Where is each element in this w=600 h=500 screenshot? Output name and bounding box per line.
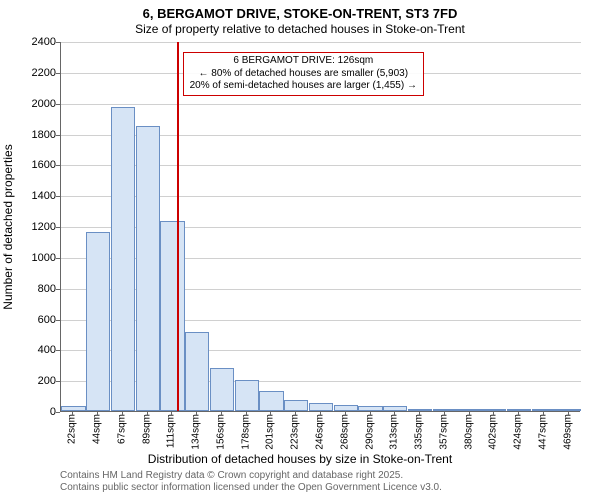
x-tick-mark: [419, 412, 420, 416]
x-tick-mark: [518, 412, 519, 416]
y-tick-label: 1600: [6, 159, 56, 171]
annotation-line2: ← 80% of detached houses are smaller (5,…: [190, 68, 417, 81]
x-tick-mark: [568, 412, 569, 416]
y-tick-label: 600: [6, 314, 56, 326]
y-tick-label: 1800: [6, 129, 56, 141]
x-tick-mark: [72, 412, 73, 416]
histogram-bar: [507, 409, 531, 411]
histogram-bar: [185, 332, 209, 411]
y-tick-label: 0: [6, 406, 56, 418]
y-tick-label: 1000: [6, 252, 56, 264]
x-tick-mark: [295, 412, 296, 416]
x-tick-label: 424sqm: [513, 414, 524, 450]
x-tick-mark: [493, 412, 494, 416]
histogram-bar: [86, 232, 110, 411]
y-tick-label: 1400: [6, 190, 56, 202]
reference-line: [177, 42, 179, 411]
chart-container: 6, BERGAMOT DRIVE, STOKE-ON-TRENT, ST3 7…: [0, 0, 600, 500]
footer-line2: Contains public sector information licen…: [60, 482, 442, 494]
histogram-bar: [358, 406, 382, 411]
x-tick-mark: [444, 412, 445, 416]
y-tick-label: 400: [6, 344, 56, 356]
histogram-bar: [433, 409, 457, 411]
histogram-bar: [383, 406, 407, 411]
x-tick-label: 469sqm: [562, 414, 573, 450]
x-tick-label: 111sqm: [166, 414, 177, 448]
x-tick-label: 223sqm: [290, 414, 301, 450]
x-tick-mark: [370, 412, 371, 416]
histogram-bar: [334, 405, 358, 411]
x-tick-label: 357sqm: [438, 414, 449, 450]
x-tick-label: 268sqm: [339, 414, 350, 450]
y-tick-label: 2400: [6, 36, 56, 48]
x-tick-mark: [345, 412, 346, 416]
x-tick-mark: [469, 412, 470, 416]
x-tick-label: 335sqm: [414, 414, 425, 450]
x-axis-label: Distribution of detached houses by size …: [0, 452, 600, 466]
histogram-bar: [284, 400, 308, 411]
y-tick-label: 2000: [6, 98, 56, 110]
x-tick-mark: [246, 412, 247, 416]
y-tick-label: 800: [6, 283, 56, 295]
x-tick-label: 22sqm: [67, 414, 78, 444]
histogram-bar: [532, 409, 556, 411]
histogram-bar: [556, 409, 580, 411]
y-tick-label: 1200: [6, 221, 56, 233]
x-tick-label: 156sqm: [215, 414, 226, 450]
histogram-bar: [309, 403, 333, 411]
x-tick-label: 89sqm: [141, 414, 152, 444]
gridline: [61, 42, 581, 43]
x-tick-mark: [171, 412, 172, 416]
x-tick-mark: [221, 412, 222, 416]
histogram-bar: [160, 221, 184, 411]
histogram-bar: [235, 380, 259, 411]
annotation-line1: 6 BERGAMOT DRIVE: 126sqm: [190, 55, 417, 68]
histogram-bar: [61, 406, 85, 411]
x-tick-label: 447sqm: [537, 414, 548, 450]
histogram-bar: [210, 368, 234, 411]
x-tick-label: 67sqm: [116, 414, 127, 444]
histogram-bar: [259, 391, 283, 411]
x-tick-label: 134sqm: [191, 414, 202, 450]
annotation-box: 6 BERGAMOT DRIVE: 126sqm ← 80% of detach…: [183, 52, 424, 96]
histogram-bar: [408, 409, 432, 411]
x-tick-label: 290sqm: [364, 414, 375, 450]
y-tick-label: 200: [6, 375, 56, 387]
x-tick-mark: [122, 412, 123, 416]
footer-line1: Contains HM Land Registry data © Crown c…: [60, 470, 442, 482]
y-tick-mark: [56, 412, 60, 413]
x-tick-label: 313sqm: [389, 414, 400, 450]
x-tick-label: 201sqm: [265, 414, 276, 450]
histogram-bar: [482, 409, 506, 411]
histogram-bar: [111, 107, 135, 411]
chart-subtitle: Size of property relative to detached ho…: [0, 22, 600, 36]
x-tick-mark: [320, 412, 321, 416]
plot-area: 6 BERGAMOT DRIVE: 126sqm ← 80% of detach…: [60, 42, 580, 412]
gridline: [61, 104, 581, 105]
x-tick-label: 402sqm: [488, 414, 499, 450]
footer-attribution: Contains HM Land Registry data © Crown c…: [60, 470, 442, 494]
x-tick-label: 380sqm: [463, 414, 474, 450]
x-tick-mark: [196, 412, 197, 416]
x-tick-mark: [394, 412, 395, 416]
x-tick-mark: [97, 412, 98, 416]
x-tick-mark: [147, 412, 148, 416]
annotation-line3: 20% of semi-detached houses are larger (…: [190, 80, 417, 93]
histogram-bar: [457, 409, 481, 411]
x-tick-mark: [270, 412, 271, 416]
x-tick-label: 178sqm: [240, 414, 251, 450]
x-tick-mark: [543, 412, 544, 416]
chart-title: 6, BERGAMOT DRIVE, STOKE-ON-TRENT, ST3 7…: [0, 6, 600, 21]
y-tick-label: 2200: [6, 67, 56, 79]
x-tick-label: 44sqm: [92, 414, 103, 444]
x-tick-label: 246sqm: [315, 414, 326, 450]
histogram-bar: [136, 126, 160, 411]
